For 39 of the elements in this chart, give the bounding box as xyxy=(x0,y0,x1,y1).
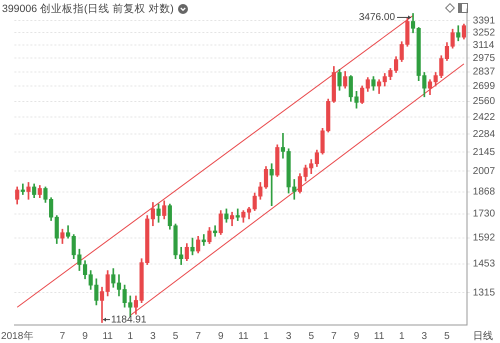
x-tick-label: 9 xyxy=(218,330,224,342)
x-tick-label: 1 xyxy=(398,330,405,342)
x-tick-label: 1 xyxy=(128,330,134,342)
y-tick-label: 1315 xyxy=(472,287,496,298)
text: 日线 xyxy=(472,330,493,342)
x-tick-label: 7 xyxy=(331,330,338,342)
x-tick-label: 3 xyxy=(150,330,156,342)
x-tick-label: 7 xyxy=(60,330,66,342)
chart-title: 399006 创业板指(日线 前复权 对数) xyxy=(2,2,174,16)
y-tick-label: 1592 xyxy=(472,232,496,244)
y-tick-label: 3391 xyxy=(472,15,496,26)
x-tick-label: 3 xyxy=(422,330,428,342)
y-tick-label: 1868 xyxy=(472,186,496,198)
x-tick-label: 9 xyxy=(354,330,360,342)
x-tick-label: 11 xyxy=(374,330,385,342)
x-tick-label: 7 xyxy=(195,330,202,342)
x-tick-label: 11 xyxy=(238,330,250,342)
y-tick-label: 3252 xyxy=(472,27,496,38)
annotation: 3476.00 xyxy=(358,12,396,24)
x-tick-label: 2018年 xyxy=(1,330,34,342)
y-tick-label: 2975 xyxy=(472,52,496,64)
y-tick-label: 1453 xyxy=(472,258,496,270)
x-tick-label: 5 xyxy=(308,330,314,342)
y-tick-label: 2145 xyxy=(472,146,496,158)
y-tick-label: 2007 xyxy=(472,166,496,177)
annotation: 1184.91 xyxy=(111,314,147,326)
y-tick-label: 2560 xyxy=(472,96,496,108)
y-tick-label: 2422 xyxy=(472,112,496,123)
y-tick-label: 2837 xyxy=(472,66,496,78)
x-tick-label: 5 xyxy=(172,330,179,342)
x-tick-label: 11 xyxy=(102,330,114,342)
x-tick-label: 9 xyxy=(82,330,88,342)
y-tick-label: 3114 xyxy=(472,40,495,51)
y-tick-label: 2284 xyxy=(472,128,496,140)
y-tick-label: 2699 xyxy=(472,80,496,92)
x-tick-label: 5 xyxy=(444,330,450,342)
x-tick-label: 3 xyxy=(286,330,292,342)
x-tick-label: 1 xyxy=(263,330,270,342)
y-tick-label: 1730 xyxy=(472,208,496,220)
